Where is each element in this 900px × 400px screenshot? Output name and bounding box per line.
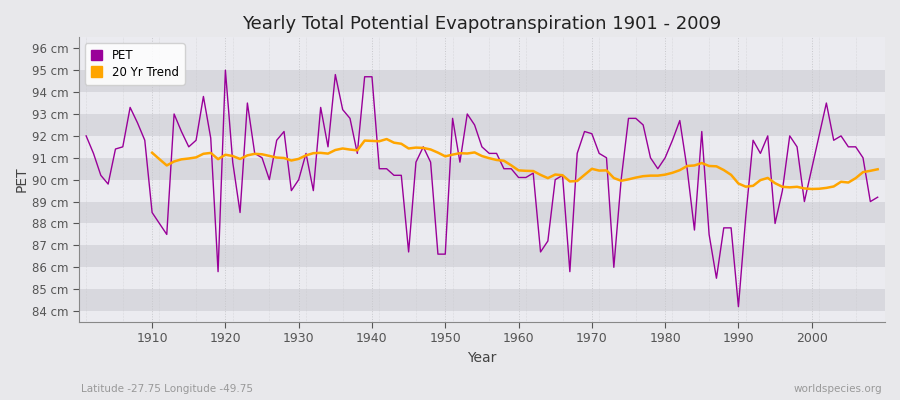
Bar [79,92,885,114]
Bar [79,158,885,180]
Bar [79,202,885,224]
Bar [79,224,885,245]
Text: worldspecies.org: worldspecies.org [794,384,882,394]
Bar [79,245,885,267]
Bar [79,289,885,311]
Bar [79,180,885,202]
X-axis label: Year: Year [467,351,497,365]
Bar [79,114,885,136]
Title: Yearly Total Potential Evapotranspiration 1901 - 2009: Yearly Total Potential Evapotranspiratio… [242,15,722,33]
Bar [79,267,885,289]
Y-axis label: PET: PET [15,167,29,192]
Legend: PET, 20 Yr Trend: PET, 20 Yr Trend [85,43,184,84]
Text: Latitude -27.75 Longitude -49.75: Latitude -27.75 Longitude -49.75 [81,384,253,394]
Bar [79,48,885,70]
Bar [79,70,885,92]
Bar [79,136,885,158]
